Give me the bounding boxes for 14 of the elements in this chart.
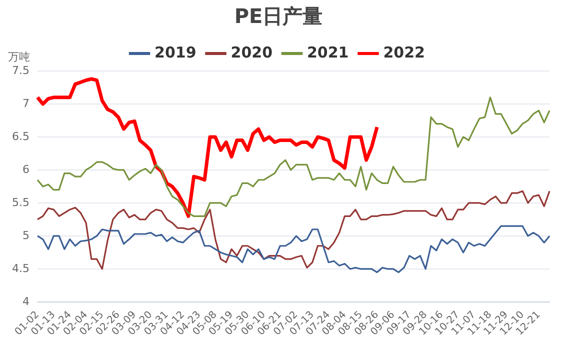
legend-label: 2022: [383, 43, 425, 62]
y-tick-label: 6: [22, 162, 30, 176]
y-tick-label: 4: [22, 294, 30, 308]
y-axis-title: 万吨: [8, 50, 30, 64]
legend-label: 2021: [307, 43, 349, 62]
legend-label: 2019: [154, 43, 196, 62]
y-tick-label: 4.5: [12, 262, 30, 275]
y-tick-label: 5.5: [12, 196, 30, 209]
y-tick-label: 5: [22, 228, 30, 242]
y-tick-label: 7: [22, 96, 30, 110]
chart-title: PE日产量: [234, 4, 323, 28]
y-tick-label: 6.5: [12, 130, 30, 143]
y-tick-label: 7.5: [12, 64, 30, 77]
legend-label: 2020: [230, 43, 272, 62]
